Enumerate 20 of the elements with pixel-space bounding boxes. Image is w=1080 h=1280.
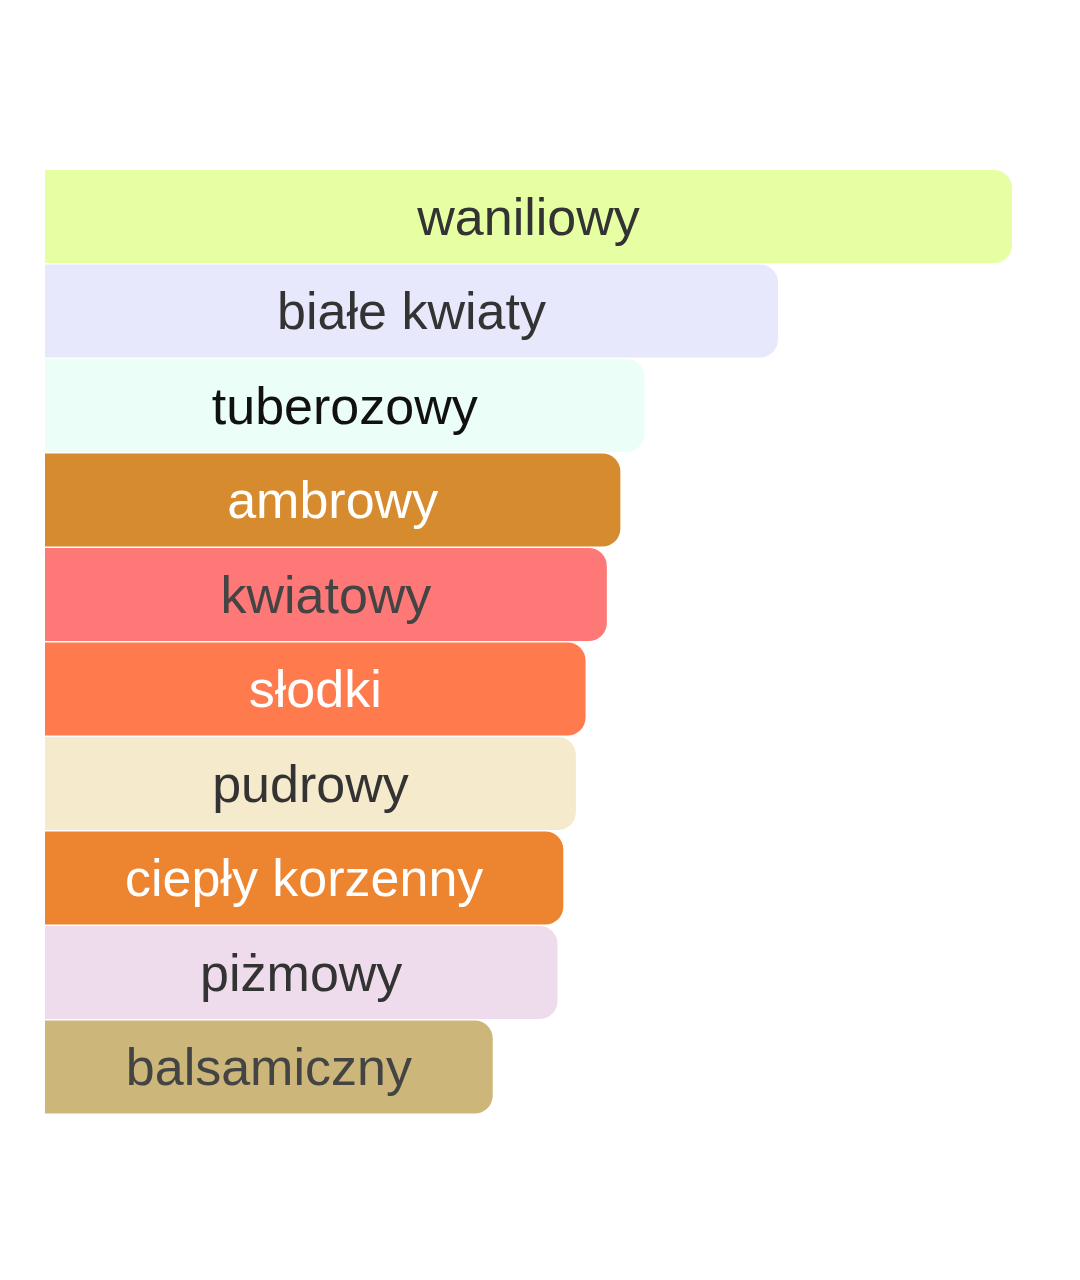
bar (45, 359, 645, 452)
y-tick-label: ciepły korzenny (124, 849, 484, 908)
y-tick-label: waniliowy (416, 187, 640, 246)
y-tick-label: białe kwiaty (277, 282, 546, 341)
y-tick-label: kwiatowy (220, 565, 432, 624)
y-tick-label: pudrowy (212, 754, 409, 813)
y-tick-label: balsamiczny (125, 1038, 412, 1097)
bar (45, 642, 586, 736)
bar (45, 1020, 493, 1114)
y-tick-label: piżmowy (200, 943, 403, 1002)
bar (45, 453, 621, 547)
bar (45, 548, 607, 641)
bar (45, 737, 576, 830)
bar (45, 170, 1012, 263)
y-tick-label: ambrowy (227, 471, 439, 530)
bar (45, 831, 564, 925)
bar (45, 926, 558, 1019)
y-tick-label: słodki (248, 660, 382, 719)
bar (45, 264, 778, 358)
y-tick-label: tuberozowy (211, 376, 478, 435)
